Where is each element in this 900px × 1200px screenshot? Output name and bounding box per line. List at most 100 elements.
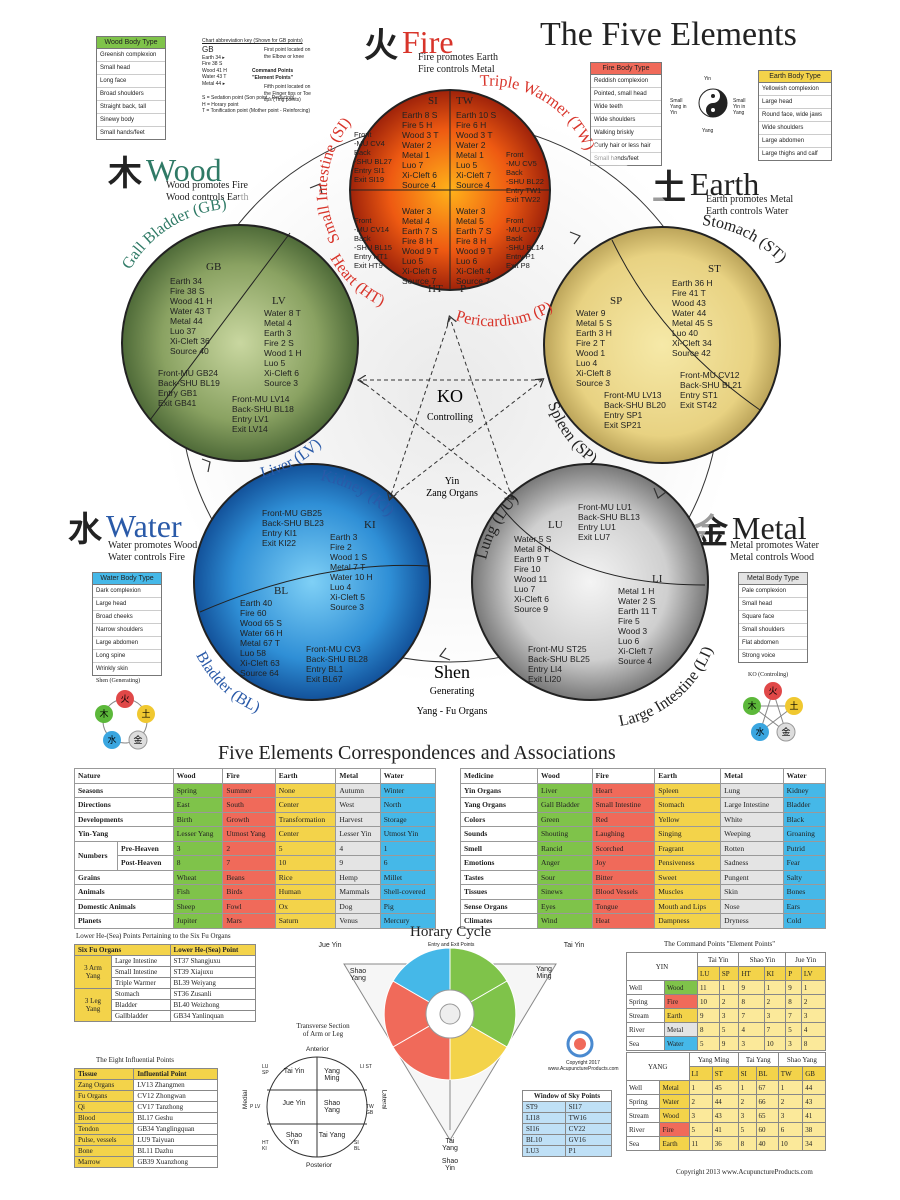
body-type-row: Pale complexion bbox=[739, 585, 807, 598]
yang-label: Yang bbox=[702, 128, 714, 134]
horary-title: Horary Cycle bbox=[410, 924, 492, 940]
wood-circle bbox=[121, 224, 359, 462]
horary-subtitle: Entry and Exit Points bbox=[428, 942, 475, 948]
body-type-row: Pointed, small head bbox=[591, 88, 661, 101]
body-type-row: Large head bbox=[759, 96, 831, 109]
transverse-title-2: of Arm or Leg bbox=[302, 1030, 344, 1038]
anterior-label: Anterior bbox=[306, 1046, 329, 1053]
svg-text:木: 木 bbox=[747, 700, 756, 712]
mini-ko-earth-node bbox=[785, 697, 803, 715]
gb-points: Earth 34 Fire 38 S Wood 41 H Water 43 T … bbox=[170, 276, 213, 356]
gb-head: GB bbox=[206, 261, 222, 273]
metal-relations: Metal promotes Water Metal controls Wood bbox=[730, 540, 819, 564]
table-row: Spring Fire 10 2 8 2 8 2 bbox=[626, 994, 827, 1009]
fire-glyph: 火 bbox=[364, 26, 398, 66]
small-yin-in-yang: Small Yin in Yang bbox=[733, 98, 746, 116]
command-points-label: Command Points "Element Points" bbox=[252, 68, 293, 81]
table-row: Triple Warmer BL39 Weiyang bbox=[75, 977, 257, 989]
shen-mini-diagram: 火 土 金 水 木 bbox=[95, 690, 155, 750]
table-row: Tendon GB34 Yanglingquan bbox=[73, 1123, 218, 1135]
gb-mu: Front-MU GB24 Back-SHU BL19 Entry GB1 Ex… bbox=[158, 368, 220, 408]
abbrev-key-line: Wood 41 H bbox=[202, 67, 227, 74]
table-row: Grains Wheat Beans Rice Hemp Millet bbox=[74, 869, 437, 885]
sp-head: SP bbox=[610, 295, 623, 307]
mini-fire-node bbox=[116, 690, 134, 708]
yin-yang-icon bbox=[698, 88, 728, 118]
horary-shao-yang: Shao Yang bbox=[349, 968, 367, 982]
abbrev-legend-line: S = Sedation point (Son point - Reducing… bbox=[202, 95, 295, 101]
arrow-earth-metal bbox=[653, 487, 667, 499]
col-header: Metal bbox=[335, 768, 381, 784]
abbrev-key-note2: Fifth point located on the Finger tips o… bbox=[264, 84, 311, 103]
body-type-row: Yellowish complexion bbox=[759, 83, 831, 96]
abbrev-key-line: Fire 38 S bbox=[202, 61, 223, 67]
medicine-table: Medicine Wood Fire Earth Metal Water Yin… bbox=[460, 768, 827, 929]
col-header: Metal bbox=[720, 768, 784, 784]
col-header: Nature bbox=[74, 768, 174, 784]
tw-mu: Front -MU CV5 Back -SHU BL22 Entry TW1 E… bbox=[506, 150, 544, 204]
bl-mu: Front-MU CV3 Back-SHU BL28 Entry BL1 Exi… bbox=[306, 644, 368, 684]
horary-yang-ming: Yang Ming bbox=[536, 966, 552, 980]
lu-points: Water 5 S Metal 8 H Earth 9 T Fire 10 Wo… bbox=[514, 534, 552, 614]
body-type-row: Straight back, tall bbox=[97, 101, 165, 114]
earth-body-type: Earth Body Type Yellowish complexion Lar… bbox=[758, 70, 832, 161]
table-row: Stream Wood 3 43 3 65 3 41 bbox=[625, 1108, 826, 1123]
zang-organs-label: Zang Organs bbox=[426, 488, 478, 499]
earth-circle bbox=[543, 226, 781, 464]
yin-label: Yin bbox=[704, 76, 712, 82]
ki-head: KI bbox=[364, 519, 376, 531]
table-row: Gallbladder GB34 Yanlinquan bbox=[75, 1010, 257, 1022]
mini-water-node bbox=[103, 731, 121, 749]
water-circle bbox=[193, 463, 431, 701]
st-head: ST bbox=[708, 263, 721, 275]
lower-he-title: Lower He-(Sea) Points Pertaining to the … bbox=[76, 932, 231, 940]
side-ht-ki: HT KI bbox=[262, 1140, 269, 1152]
abbrev-key-line: Metal 44 ▸ bbox=[202, 80, 226, 87]
table-row: Qi CV17 Tanzhong bbox=[73, 1101, 218, 1113]
page-title: The Five Elements bbox=[540, 16, 797, 53]
abbrev-legend-line: H = Horary point bbox=[202, 101, 239, 108]
abbrev-key-line: Water 43 T bbox=[202, 74, 227, 80]
mini-ko-water-node bbox=[751, 723, 769, 741]
influential-title: The Eight Influential Points bbox=[96, 1056, 174, 1064]
cell-yang-ming: Yang Ming bbox=[324, 1068, 340, 1082]
mini-ko-metal-node bbox=[776, 722, 796, 742]
five-elements-diagram: Small Intestine (SI) Triple Warmer (TW) … bbox=[119, 72, 790, 730]
transverse-title-1: Transverse Section bbox=[296, 1022, 350, 1030]
ht-head: HT bbox=[428, 283, 443, 295]
cell-shao-yang: Shao Yang bbox=[323, 1100, 341, 1114]
body-type-row: Long spine bbox=[93, 650, 161, 663]
svg-text:火: 火 bbox=[768, 686, 777, 697]
table-row: SI16 CV22 bbox=[522, 1123, 613, 1135]
mini-wood-node bbox=[95, 705, 113, 723]
table-row: Seasons Spring Summer None Autumn Winter bbox=[74, 782, 437, 798]
abbrev-key-title: Chart abbreviation key (Shown for GB poi… bbox=[202, 38, 303, 44]
water-body-type-title: Water Body Type bbox=[93, 573, 161, 585]
li-points: Metal 1 H Water 2 S Earth 11 T Fire 5 Wo… bbox=[618, 586, 657, 666]
earth-relations: Earth promotes Metal Earth controls Wate… bbox=[706, 194, 793, 218]
col-header: Wood bbox=[537, 768, 593, 784]
svg-text:水: 水 bbox=[107, 734, 116, 746]
water-relations: Water promotes Wood Water controls Fire bbox=[108, 540, 197, 564]
body-type-row: Wrinkly skin bbox=[96, 666, 128, 672]
table-row: BL10 GV16 bbox=[522, 1134, 613, 1146]
ko-mini-diagram: 火 土 金 水 木 bbox=[743, 682, 803, 742]
body-type-row: Broad shoulders bbox=[97, 88, 165, 101]
body-type-row: Small head bbox=[97, 62, 165, 75]
wood-controls: Wood controls Earth bbox=[166, 192, 249, 203]
body-type-row: Sinewy body bbox=[97, 114, 165, 127]
command-yang-table: YANG Yang Ming Tai Yang Shao Yang LI ST S… bbox=[625, 1052, 827, 1151]
window-of-sky-table: Window of Sky Points ST9 SI17 LI18 TW16 SI… bbox=[522, 1090, 613, 1157]
body-type-row: Small head bbox=[739, 598, 807, 611]
body-type-row: Round face, wide jaws bbox=[759, 109, 831, 122]
earth-promotes: Earth promotes Metal bbox=[706, 194, 794, 205]
metal-name: Metal bbox=[732, 510, 807, 546]
col-header: Earth bbox=[654, 768, 722, 784]
table-row: Yin Organs Liver Heart Spleen Lung Kidney bbox=[460, 782, 827, 798]
sp-points: Water 9 Metal 5 S Earth 3 H Fire 2 T Woo… bbox=[576, 308, 612, 388]
body-type-row: Narrow shoulders bbox=[93, 624, 161, 637]
metal-controls: Metal controls Wood bbox=[730, 552, 814, 563]
p-points: Water 3 Metal 5 Earth 7 S Fire 8 H Wood … bbox=[456, 206, 493, 286]
lv-head: LV bbox=[272, 295, 286, 307]
body-type-row: Wide shoulders bbox=[591, 114, 661, 127]
